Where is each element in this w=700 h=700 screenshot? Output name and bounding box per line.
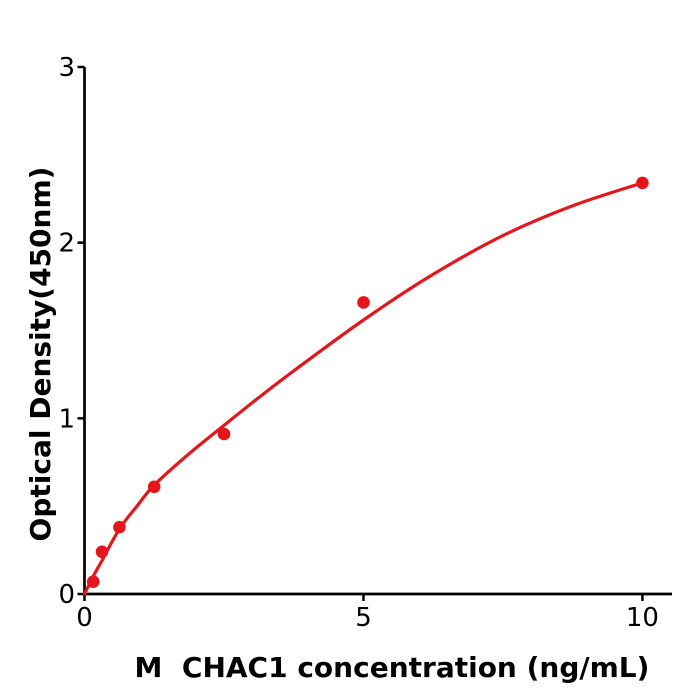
y-tick-label: 3 — [58, 53, 75, 83]
tick-labels: 0 5 10 0 1 2 3 — [58, 53, 659, 633]
x-axis-title: M CHAC1 concentration (ng/mL) — [135, 651, 650, 684]
data-point — [113, 520, 126, 534]
data-point — [217, 427, 231, 441]
data-points — [86, 176, 649, 588]
x-tick-label: 5 — [355, 603, 372, 633]
fit-curve-line — [82, 181, 644, 596]
data-point — [147, 480, 161, 494]
y-tick-label: 1 — [58, 404, 75, 434]
data-point — [357, 296, 370, 309]
x-tick-label: 10 — [626, 603, 659, 633]
data-point — [636, 176, 649, 190]
y-tick-label: 0 — [58, 580, 75, 610]
x-tick-label: 0 — [76, 603, 93, 633]
data-point — [86, 575, 100, 588]
y-axis-title: Optical Density(450nm) — [24, 167, 57, 542]
tick-marks — [77, 65, 644, 601]
y-tick-label: 2 — [58, 229, 75, 259]
axes — [83, 67, 672, 596]
data-point — [95, 545, 109, 559]
